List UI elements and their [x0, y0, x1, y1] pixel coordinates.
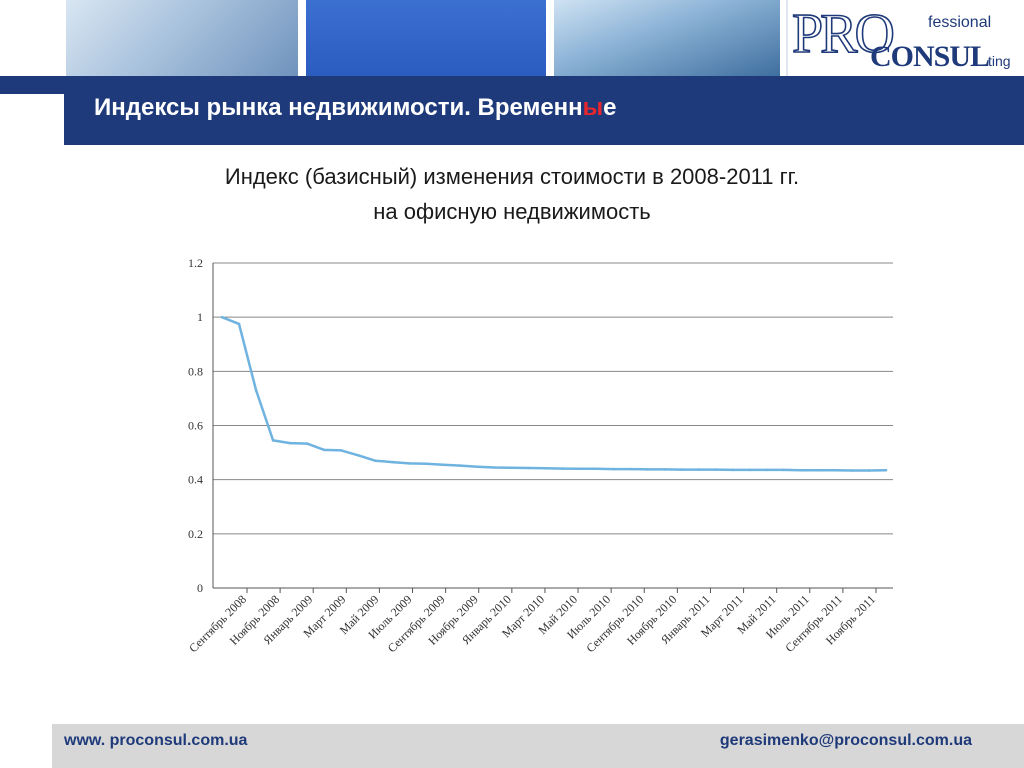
slide-title-main: Индексы рынка недвижимости. Временн: [94, 94, 583, 121]
data-point: [339, 449, 343, 452]
data-point: [356, 454, 360, 457]
data-point: [867, 469, 871, 472]
slide-title-end: е: [603, 94, 617, 121]
data-point: [629, 467, 632, 471]
data-point: [646, 468, 649, 471]
decorative-strip: [0, 76, 66, 94]
footer-bar: www. proconsul.com.ua gerasimenko@procon…: [52, 724, 1024, 768]
data-point: [544, 467, 547, 470]
data-point: [850, 469, 854, 472]
logo-fessional-text: fessional: [928, 14, 992, 31]
data-point: [254, 389, 258, 392]
data-point: [663, 468, 666, 471]
data-point: [833, 468, 837, 472]
data-point: [782, 468, 786, 472]
data-point: [510, 466, 513, 470]
data-point: [288, 441, 292, 445]
title-bar: Индексы рынка недвижимости. Временные: [64, 76, 1024, 145]
data-point: [391, 460, 394, 464]
data-point: [680, 468, 683, 471]
y-tick-label: 0.8: [188, 364, 203, 378]
data-point: [442, 463, 445, 467]
y-tick-label: 0.2: [188, 527, 203, 541]
data-point: [459, 464, 462, 467]
data-point: [305, 442, 309, 445]
logo-ting-text: ting: [988, 53, 1011, 69]
chart-title-line1: Индекс (базисный) изменения стоимости в …: [224, 164, 800, 189]
data-point: [493, 466, 496, 469]
data-point: [425, 462, 428, 465]
website-link[interactable]: www. proconsul.com.ua: [64, 732, 248, 749]
slide-title-highlight: ы: [582, 94, 604, 121]
y-tick-label: 0.4: [188, 473, 203, 487]
header-photo-city: [554, 0, 780, 76]
data-point: [561, 467, 564, 470]
data-point: [612, 467, 615, 471]
email-link[interactable]: gerasimenko@proconsul.com.ua: [719, 732, 972, 749]
data-point: [697, 468, 700, 471]
data-point: [714, 468, 717, 471]
data-point: [765, 468, 769, 472]
data-point: [731, 468, 735, 472]
data-point: [220, 315, 224, 319]
y-tick-label: 1.2: [188, 256, 203, 270]
y-tick-label: 0: [197, 581, 203, 595]
data-point: [748, 468, 752, 472]
chart-title-line2: на офисную недвижимость: [373, 199, 651, 224]
data-point: [322, 448, 326, 452]
data-point: [884, 468, 888, 472]
logo-pro-text: PRO: [791, 2, 896, 66]
series-line: [221, 316, 887, 472]
proconsulting-logo: PRO fessional CONSUL ting: [786, 0, 1024, 76]
data-point: [578, 467, 581, 471]
data-point: [595, 467, 598, 471]
data-point: [373, 459, 377, 462]
data-point: [476, 465, 479, 468]
data-point: [816, 468, 820, 472]
header-photo-blue: [306, 0, 546, 76]
data-point: [408, 462, 411, 465]
data-point: [271, 439, 275, 442]
data-point: [799, 468, 803, 472]
slide-title: Индексы рынка недвижимости. Временные: [94, 76, 617, 140]
y-tick-label: 1: [197, 310, 203, 324]
data-point: [527, 466, 530, 470]
y-tick-label: 0.6: [188, 419, 203, 433]
header-photo-hands: [66, 0, 298, 76]
logo-consul-text: CONSUL: [870, 40, 990, 73]
data-point: [237, 322, 241, 326]
